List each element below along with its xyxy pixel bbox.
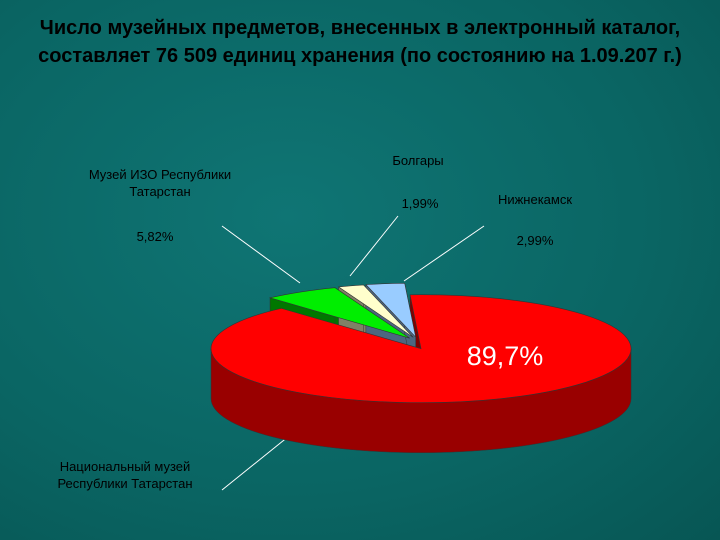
value-label: 2,99% [516,233,554,248]
value-label: 5,82% [136,229,174,244]
slice [268,287,410,339]
leader-line [221,431,295,491]
slice [365,282,417,339]
leader-line [403,225,485,282]
leader-line [221,225,301,284]
category-label: Болгары [392,153,444,168]
leader-line [349,215,399,277]
category-label: Музей ИЗО Республики Татарстан [88,167,232,199]
leader-lines [221,215,485,491]
category-label: Нижнекамск [497,192,573,207]
pie [210,282,632,453]
chart-title: Число музейных предметов, внесенных в эл… [38,17,682,67]
value-label: 1,99% [401,196,439,211]
value-label: 89,7% [466,341,544,371]
category-label: Национальный музей Республики Татарстан [57,459,193,491]
slice [210,294,632,403]
slice [337,284,414,338]
